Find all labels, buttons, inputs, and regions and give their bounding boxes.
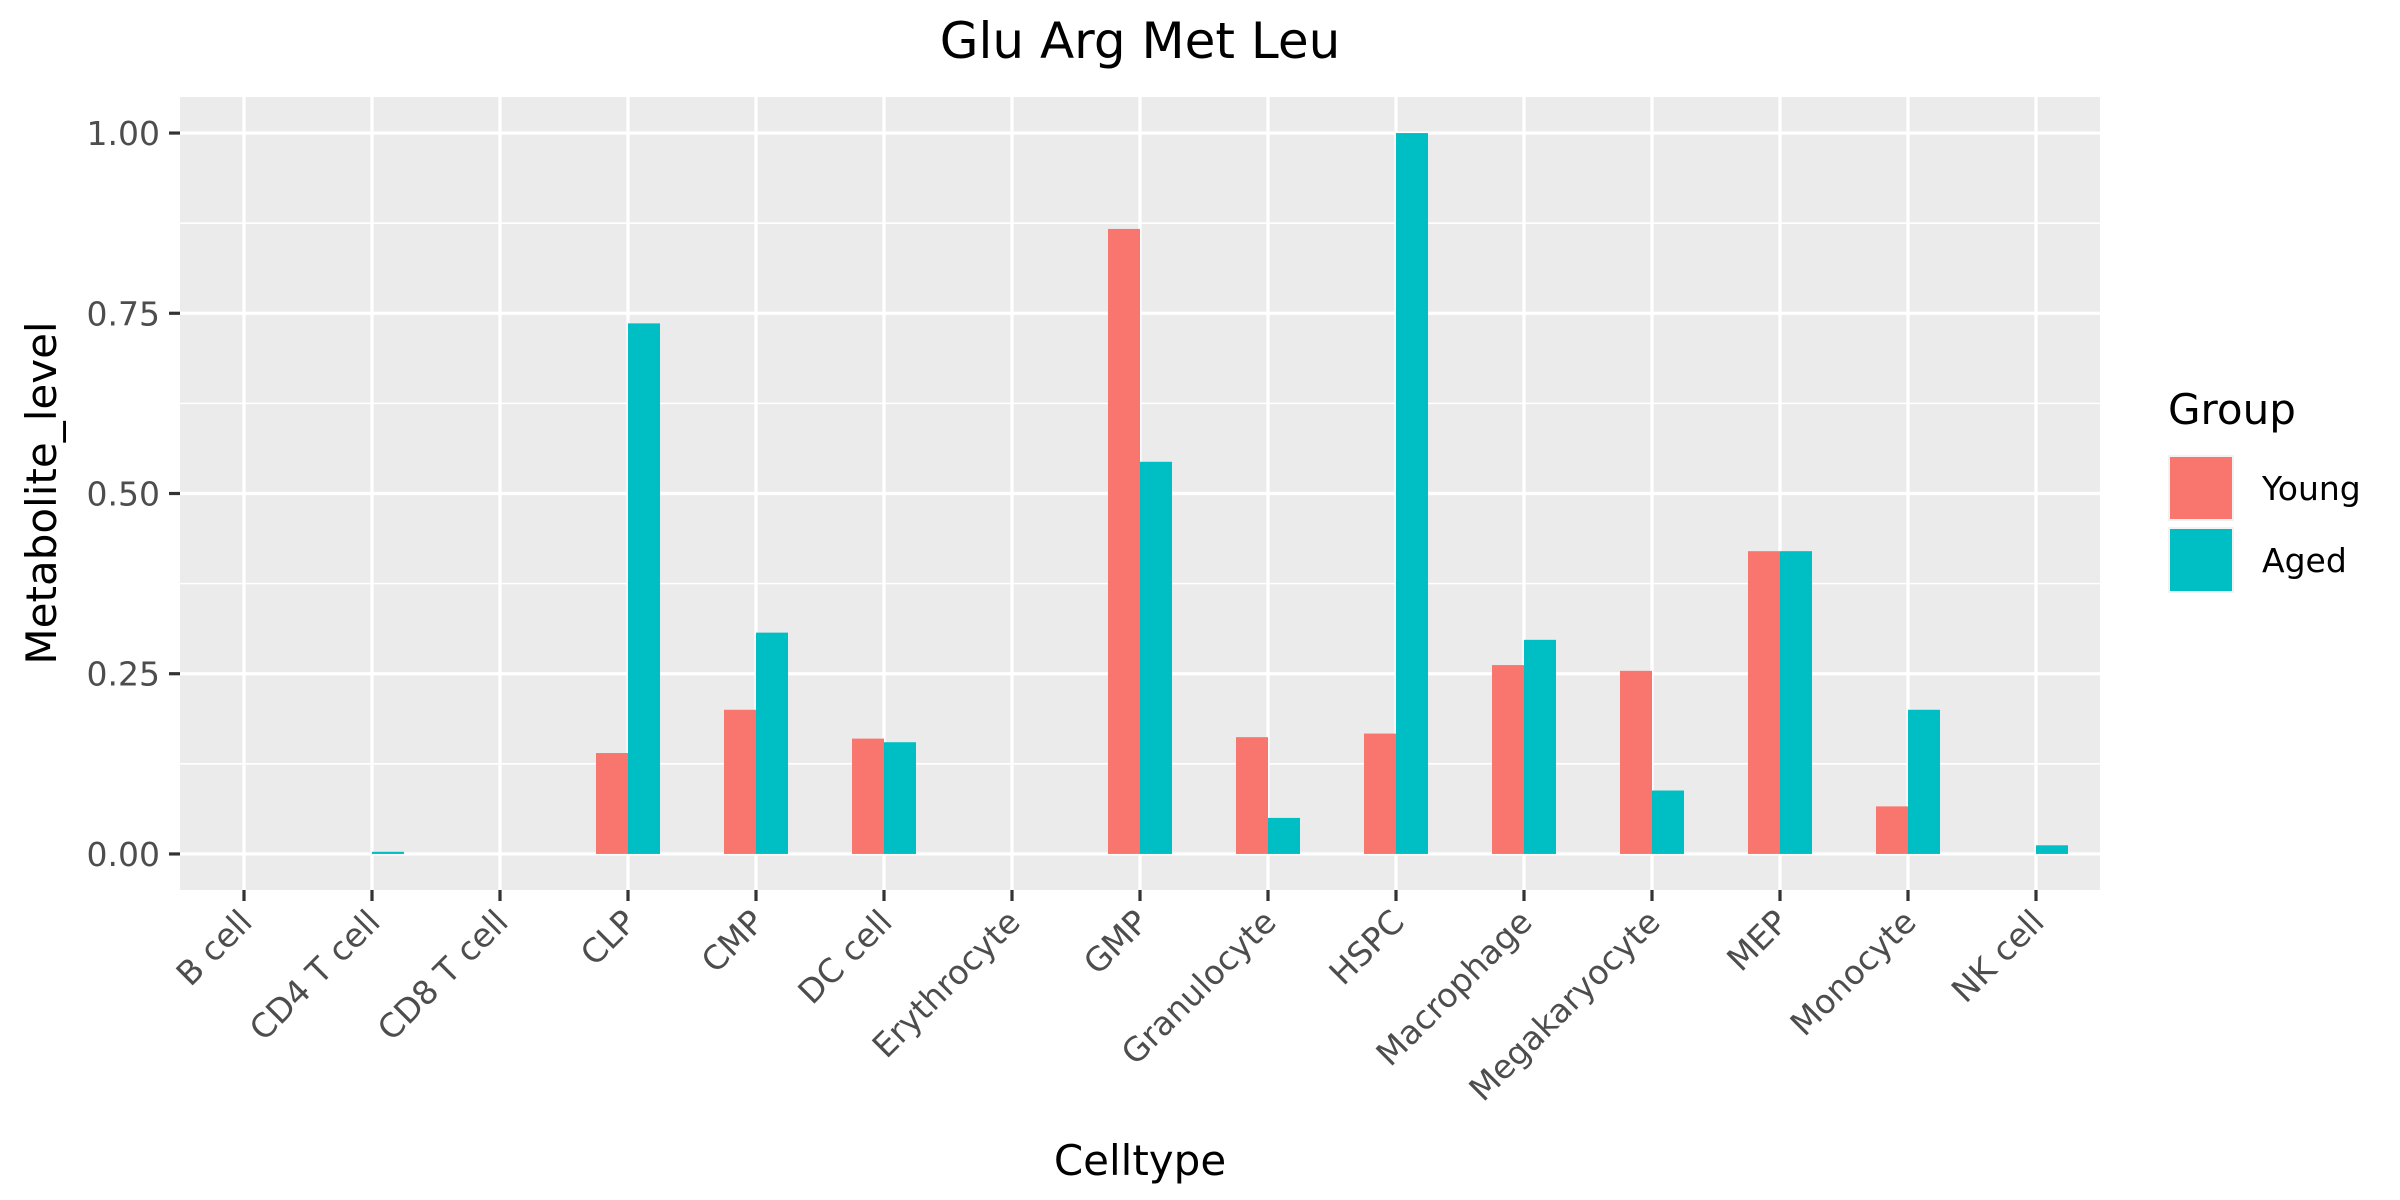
bar-young (596, 753, 628, 854)
bar-young (1236, 737, 1268, 854)
bar-young (1364, 733, 1396, 854)
bar-young (1108, 228, 1140, 854)
x-tick-label: Monocyte (1782, 902, 1923, 1043)
bar-young (1620, 670, 1652, 854)
x-tick-label: CD4 T cell (242, 902, 388, 1048)
x-tick-label: CD8 T cell (370, 902, 516, 1048)
x-tick-label: HSPC (1321, 902, 1411, 992)
bar-aged (1524, 639, 1556, 854)
y-tick-label: 1.00 (87, 114, 160, 153)
bar-aged (1396, 133, 1428, 854)
legend-key-young (2170, 457, 2232, 519)
x-tick-label: NK cell (1944, 902, 2052, 1010)
bar-aged (1908, 709, 1940, 854)
legend-title: Group (2168, 385, 2296, 434)
y-tick-label: 0.00 (87, 835, 160, 874)
bar-aged (1652, 790, 1684, 854)
bar-aged (372, 851, 404, 854)
legend-key-aged (2170, 529, 2232, 591)
x-axis-title: Celltype (1054, 1136, 1226, 1185)
bar-young (852, 738, 884, 854)
bar-young (1492, 665, 1524, 854)
x-tick-label: B cell (168, 902, 259, 993)
y-axis-title: Metabolite_level (17, 321, 66, 664)
y-tick-label: 0.50 (87, 475, 160, 514)
bar-aged (884, 742, 916, 854)
bar-aged (756, 632, 788, 854)
chart-title: Glu Arg Met Leu (940, 12, 1341, 70)
y-tick-label: 0.75 (87, 294, 160, 333)
x-tick-label: CMP (694, 902, 772, 980)
x-tick-label: CLP (573, 902, 644, 973)
bar-young (1748, 551, 1780, 854)
bar-aged (628, 323, 660, 854)
y-axis: 0.00 0.25 0.50 0.75 1.00 (87, 114, 180, 874)
y-tick-label: 0.25 (87, 655, 160, 694)
x-tick-label: MEP (1719, 902, 1796, 979)
bar-young (1876, 806, 1908, 854)
bar-aged (1268, 817, 1300, 854)
bar-aged (1780, 551, 1812, 854)
legend: Group Young Aged (2168, 385, 2361, 593)
bar-aged (2036, 845, 2068, 854)
legend-label-young: Young (2261, 469, 2361, 508)
x-tick-label: GMP (1076, 902, 1156, 982)
bar-aged (1140, 461, 1172, 854)
x-tick-label: DC cell (790, 902, 899, 1011)
legend-label-aged: Aged (2262, 541, 2347, 580)
bars (372, 133, 2068, 854)
bar-young (724, 709, 756, 854)
